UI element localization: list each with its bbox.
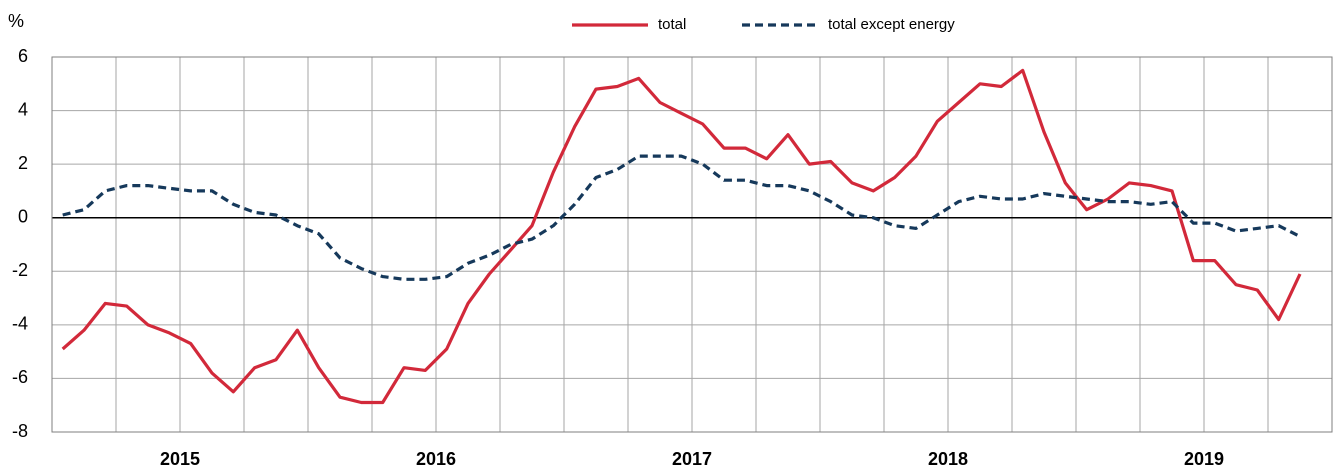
x-tick-label: 2018 bbox=[928, 449, 968, 469]
y-tick-label: -4 bbox=[12, 314, 28, 334]
y-tick-label: -8 bbox=[12, 421, 28, 441]
x-tick-label: 2017 bbox=[672, 449, 712, 469]
x-tick-label: 2016 bbox=[416, 449, 456, 469]
legend-label: total except energy bbox=[828, 16, 955, 33]
series-line bbox=[61, 68, 1302, 405]
series-line bbox=[62, 154, 1301, 281]
y-tick-label: 0 bbox=[18, 206, 28, 226]
plot-border bbox=[51, 56, 1333, 433]
legend-label: total bbox=[658, 16, 686, 33]
y-unit: % bbox=[8, 11, 24, 31]
y-tick-label: 2 bbox=[18, 153, 28, 173]
y-tick-label: 6 bbox=[18, 46, 28, 66]
y-tick-label: -2 bbox=[12, 260, 28, 280]
x-tick-label: 2019 bbox=[1184, 449, 1224, 469]
x-tick-label: 2015 bbox=[160, 449, 200, 469]
y-tick-label: -6 bbox=[12, 367, 28, 387]
y-tick-label: 4 bbox=[18, 99, 28, 119]
